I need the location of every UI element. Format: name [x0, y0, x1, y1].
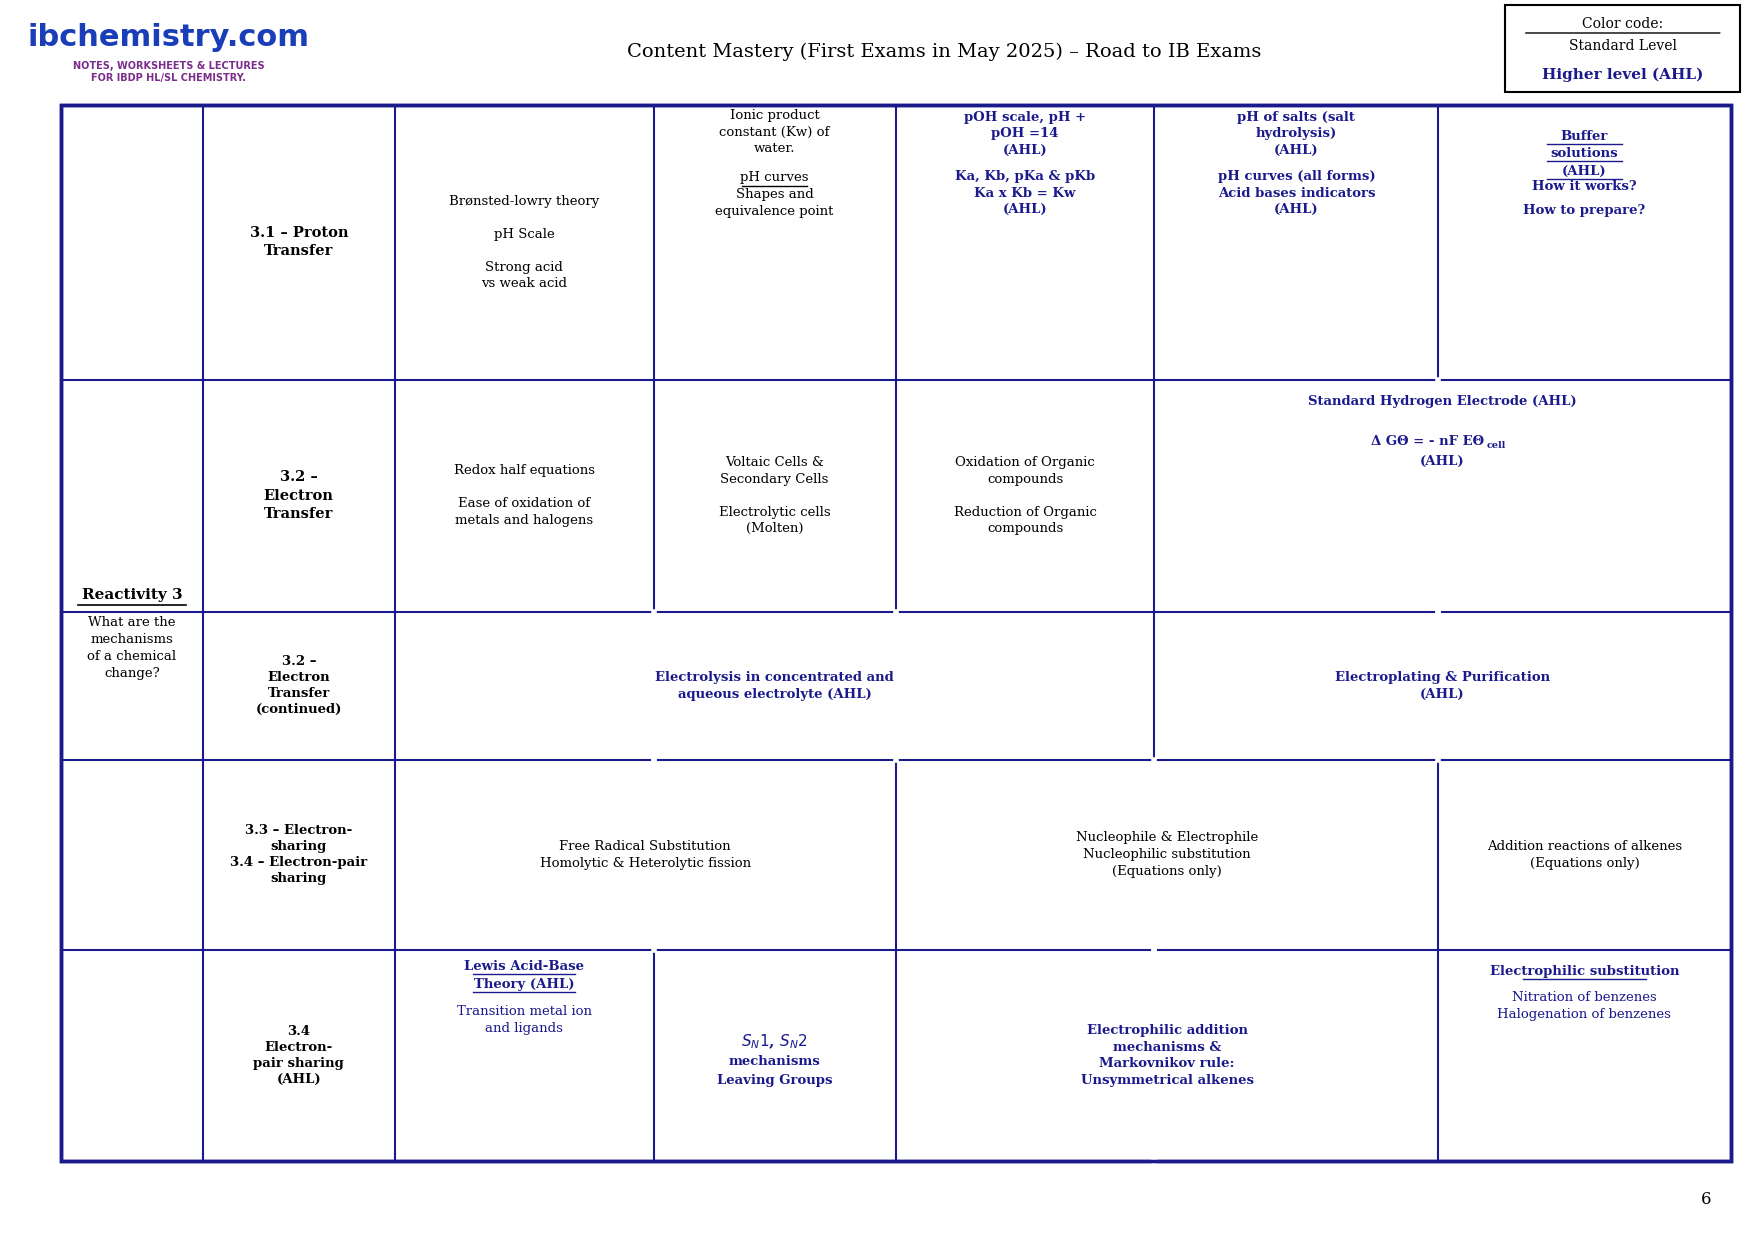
Text: Δ GΘ = - nF EΘ: Δ GΘ = - nF EΘ	[1371, 436, 1485, 448]
Text: 3.2 –
Electron
Transfer
(continued): 3.2 – Electron Transfer (continued)	[256, 655, 342, 716]
Text: 6: 6	[1701, 1190, 1711, 1207]
Text: 3.4
Electron-
pair sharing
(AHL): 3.4 Electron- pair sharing (AHL)	[253, 1025, 344, 1086]
Text: Oxidation of Organic
compounds

Reduction of Organic
compounds: Oxidation of Organic compounds Reduction…	[953, 457, 1097, 535]
Text: Ka, Kb, pKa & pKb
Ka x Kb = Kw
(AHL): Ka, Kb, pKa & pKb Ka x Kb = Kw (AHL)	[955, 170, 1095, 216]
Text: 3.3 – Electron-
sharing
3.4 – Electron-pair
sharing: 3.3 – Electron- sharing 3.4 – Electron-p…	[230, 824, 367, 885]
Text: 3.2 –
Electron
Transfer: 3.2 – Electron Transfer	[263, 470, 333, 521]
Text: Standard Hydrogen Electrode (AHL): Standard Hydrogen Electrode (AHL)	[1307, 395, 1576, 408]
Text: Nitration of benzenes
Halogenation of benzenes: Nitration of benzenes Halogenation of be…	[1497, 992, 1671, 1020]
Text: Transition metal ion
and ligands: Transition metal ion and ligands	[456, 1005, 591, 1035]
FancyBboxPatch shape	[1506, 5, 1741, 92]
Text: mechanisms: mechanisms	[728, 1055, 821, 1069]
Text: Redox half equations

Ease of oxidation of
metals and halogens: Redox half equations Ease of oxidation o…	[455, 464, 595, 527]
Text: NOTES, WORKSHEETS & LECTURES
FOR IBDP HL/SL CHEMISTRY.: NOTES, WORKSHEETS & LECTURES FOR IBDP HL…	[72, 61, 265, 83]
Text: ibchemistry.com: ibchemistry.com	[28, 24, 309, 52]
Text: Reactivity 3: Reactivity 3	[81, 588, 183, 602]
Text: Theory (AHL): Theory (AHL)	[474, 978, 574, 992]
Text: Lewis Acid-Base: Lewis Acid-Base	[463, 961, 584, 973]
Text: Shapes and
equivalence point: Shapes and equivalence point	[716, 189, 834, 217]
Text: (AHL): (AHL)	[1562, 165, 1608, 177]
Text: Leaving Groups: Leaving Groups	[716, 1073, 832, 1087]
Text: solutions: solutions	[1551, 146, 1618, 160]
Text: Brønsted-lowry theory

pH Scale

Strong acid
vs weak acid: Brønsted-lowry theory pH Scale Strong ac…	[449, 195, 598, 290]
Text: Content Mastery (First Exams in May 2025) – Road to IB Exams: Content Mastery (First Exams in May 2025…	[628, 43, 1262, 61]
Text: Buffer: Buffer	[1560, 129, 1608, 143]
Text: pH curves: pH curves	[741, 171, 809, 185]
Text: (AHL): (AHL)	[1420, 455, 1465, 468]
Text: How to prepare?: How to prepare?	[1523, 204, 1646, 216]
Text: What are the
mechanisms
of a chemical
change?: What are the mechanisms of a chemical ch…	[88, 616, 177, 680]
Text: cell: cell	[1486, 441, 1506, 449]
Text: Electrophilic addition
mechanisms &
Markovnikov rule:
Unsymmetrical alkenes: Electrophilic addition mechanisms & Mark…	[1081, 1024, 1253, 1087]
Bar	[61, 105, 1730, 1162]
Text: Voltaic Cells &
Secondary Cells

Electrolytic cells
(Molten): Voltaic Cells & Secondary Cells Electrol…	[720, 457, 830, 535]
Bar	[61, 105, 1730, 1162]
Text: Higher level (AHL): Higher level (AHL)	[1543, 68, 1704, 82]
Text: pH of salts (salt
hydrolysis)
(AHL): pH of salts (salt hydrolysis) (AHL)	[1237, 110, 1355, 158]
Text: $S_N1$, $S_N2$: $S_N1$, $S_N2$	[741, 1033, 807, 1051]
Text: Nucleophile & Electrophile
Nucleophilic substitution
(Equations only): Nucleophile & Electrophile Nucleophilic …	[1076, 831, 1258, 879]
Text: Ionic product
constant (Kw) of
water.: Ionic product constant (Kw) of water.	[720, 109, 830, 155]
Text: Electrolysis in concentrated and
aqueous electrolyte (AHL): Electrolysis in concentrated and aqueous…	[655, 671, 893, 701]
Text: Standard Level: Standard Level	[1569, 40, 1676, 53]
Text: pOH scale, pH +
pOH =14
(AHL): pOH scale, pH + pOH =14 (AHL)	[963, 110, 1086, 158]
Text: Addition reactions of alkenes
(Equations only): Addition reactions of alkenes (Equations…	[1486, 840, 1681, 870]
Text: Electrophilic substitution: Electrophilic substitution	[1490, 965, 1680, 978]
Text: How it works?: How it works?	[1532, 180, 1637, 194]
Text: pH curves (all forms)
Acid bases indicators
(AHL): pH curves (all forms) Acid bases indicat…	[1218, 170, 1376, 216]
Text: Electroplating & Purification
(AHL): Electroplating & Purification (AHL)	[1336, 671, 1550, 701]
Text: Free Radical Substitution
Homolytic & Heterolytic fission: Free Radical Substitution Homolytic & He…	[541, 840, 751, 870]
Text: 3.1 – Proton
Transfer: 3.1 – Proton Transfer	[249, 226, 347, 258]
Text: Color code:: Color code:	[1583, 17, 1664, 31]
